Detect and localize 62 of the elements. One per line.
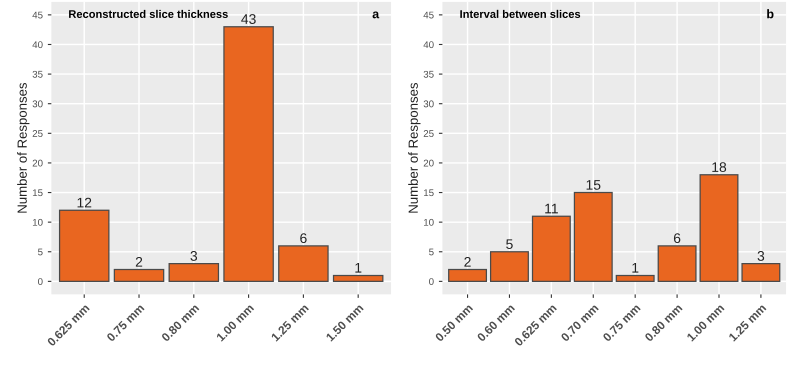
data-label: 3 xyxy=(190,251,198,261)
data-label: 1 xyxy=(632,263,638,273)
bar xyxy=(574,192,613,282)
y-tick-label: 10 xyxy=(32,218,43,226)
bar xyxy=(114,268,164,282)
y-tick-label: 0 xyxy=(429,278,434,285)
y-tick-label: 5 xyxy=(38,248,43,256)
bar xyxy=(278,245,329,282)
data-label: 6 xyxy=(674,233,680,244)
bar xyxy=(532,216,571,282)
data-label: 5 xyxy=(506,239,513,250)
x-tick-label: 0.60 mm xyxy=(476,303,516,342)
bar xyxy=(700,174,738,282)
data-label: 11 xyxy=(545,204,558,214)
y-tick-label: 30 xyxy=(424,100,434,108)
y-tick-label: 40 xyxy=(423,41,434,48)
data-label: 15 xyxy=(586,180,600,190)
bar xyxy=(448,268,488,282)
data-label: 18 xyxy=(712,162,726,172)
y-tick-label: 20 xyxy=(32,160,43,167)
y-tick-label: 30 xyxy=(32,100,43,108)
data-label: 2 xyxy=(136,256,142,267)
data-label: 12 xyxy=(78,198,92,208)
bar xyxy=(658,245,697,282)
text: Reconstructed slice thickness xyxy=(69,10,228,18)
data-label: 43 xyxy=(241,14,256,24)
y-tick-label: 10 xyxy=(424,218,434,226)
bar xyxy=(58,210,110,282)
y-tick-label: 25 xyxy=(424,130,434,137)
y-tick-label: 15 xyxy=(424,189,434,196)
data-label: 6 xyxy=(300,233,307,244)
x-tick-label: 1.00 mm xyxy=(216,303,254,342)
y-tick-label: 5 xyxy=(429,248,434,256)
annotation: a xyxy=(372,12,380,18)
data-label: 3 xyxy=(758,251,764,261)
y-tick-label: 25 xyxy=(32,130,43,137)
bar xyxy=(332,274,384,282)
bar xyxy=(741,262,780,282)
x-tick-label: 1.50 mm xyxy=(326,303,364,342)
x-tick-label: 0.80 mm xyxy=(160,303,200,342)
bar xyxy=(616,274,655,282)
y-tick-label: 40 xyxy=(32,41,43,48)
bar xyxy=(490,251,529,282)
x-tick-label: 0.70 mm xyxy=(560,303,599,342)
y-axis-title: Number of Responses xyxy=(17,82,30,213)
y-tick-label: 15 xyxy=(32,189,43,196)
x-tick-label: 1.00 mm xyxy=(686,303,725,342)
x-tick-label: 0.50 mm xyxy=(434,303,474,342)
y-tick-label: 45 xyxy=(32,12,43,18)
y-tick-label: 35 xyxy=(32,70,43,78)
bar xyxy=(223,26,274,282)
y-tick-label: 0 xyxy=(38,278,43,285)
y-tick-label: 20 xyxy=(424,160,434,167)
y-tick-label: 35 xyxy=(424,70,434,78)
y-tick-label: 45 xyxy=(423,12,434,18)
bar xyxy=(168,262,220,282)
data-label: 2 xyxy=(464,256,471,267)
data-label: 1 xyxy=(355,263,362,273)
annotation: b xyxy=(767,9,774,18)
text: Interval between slices xyxy=(460,10,580,18)
y-axis-title: Number of Responses xyxy=(408,82,420,213)
x-tick-label: 0.80 mm xyxy=(644,303,683,342)
